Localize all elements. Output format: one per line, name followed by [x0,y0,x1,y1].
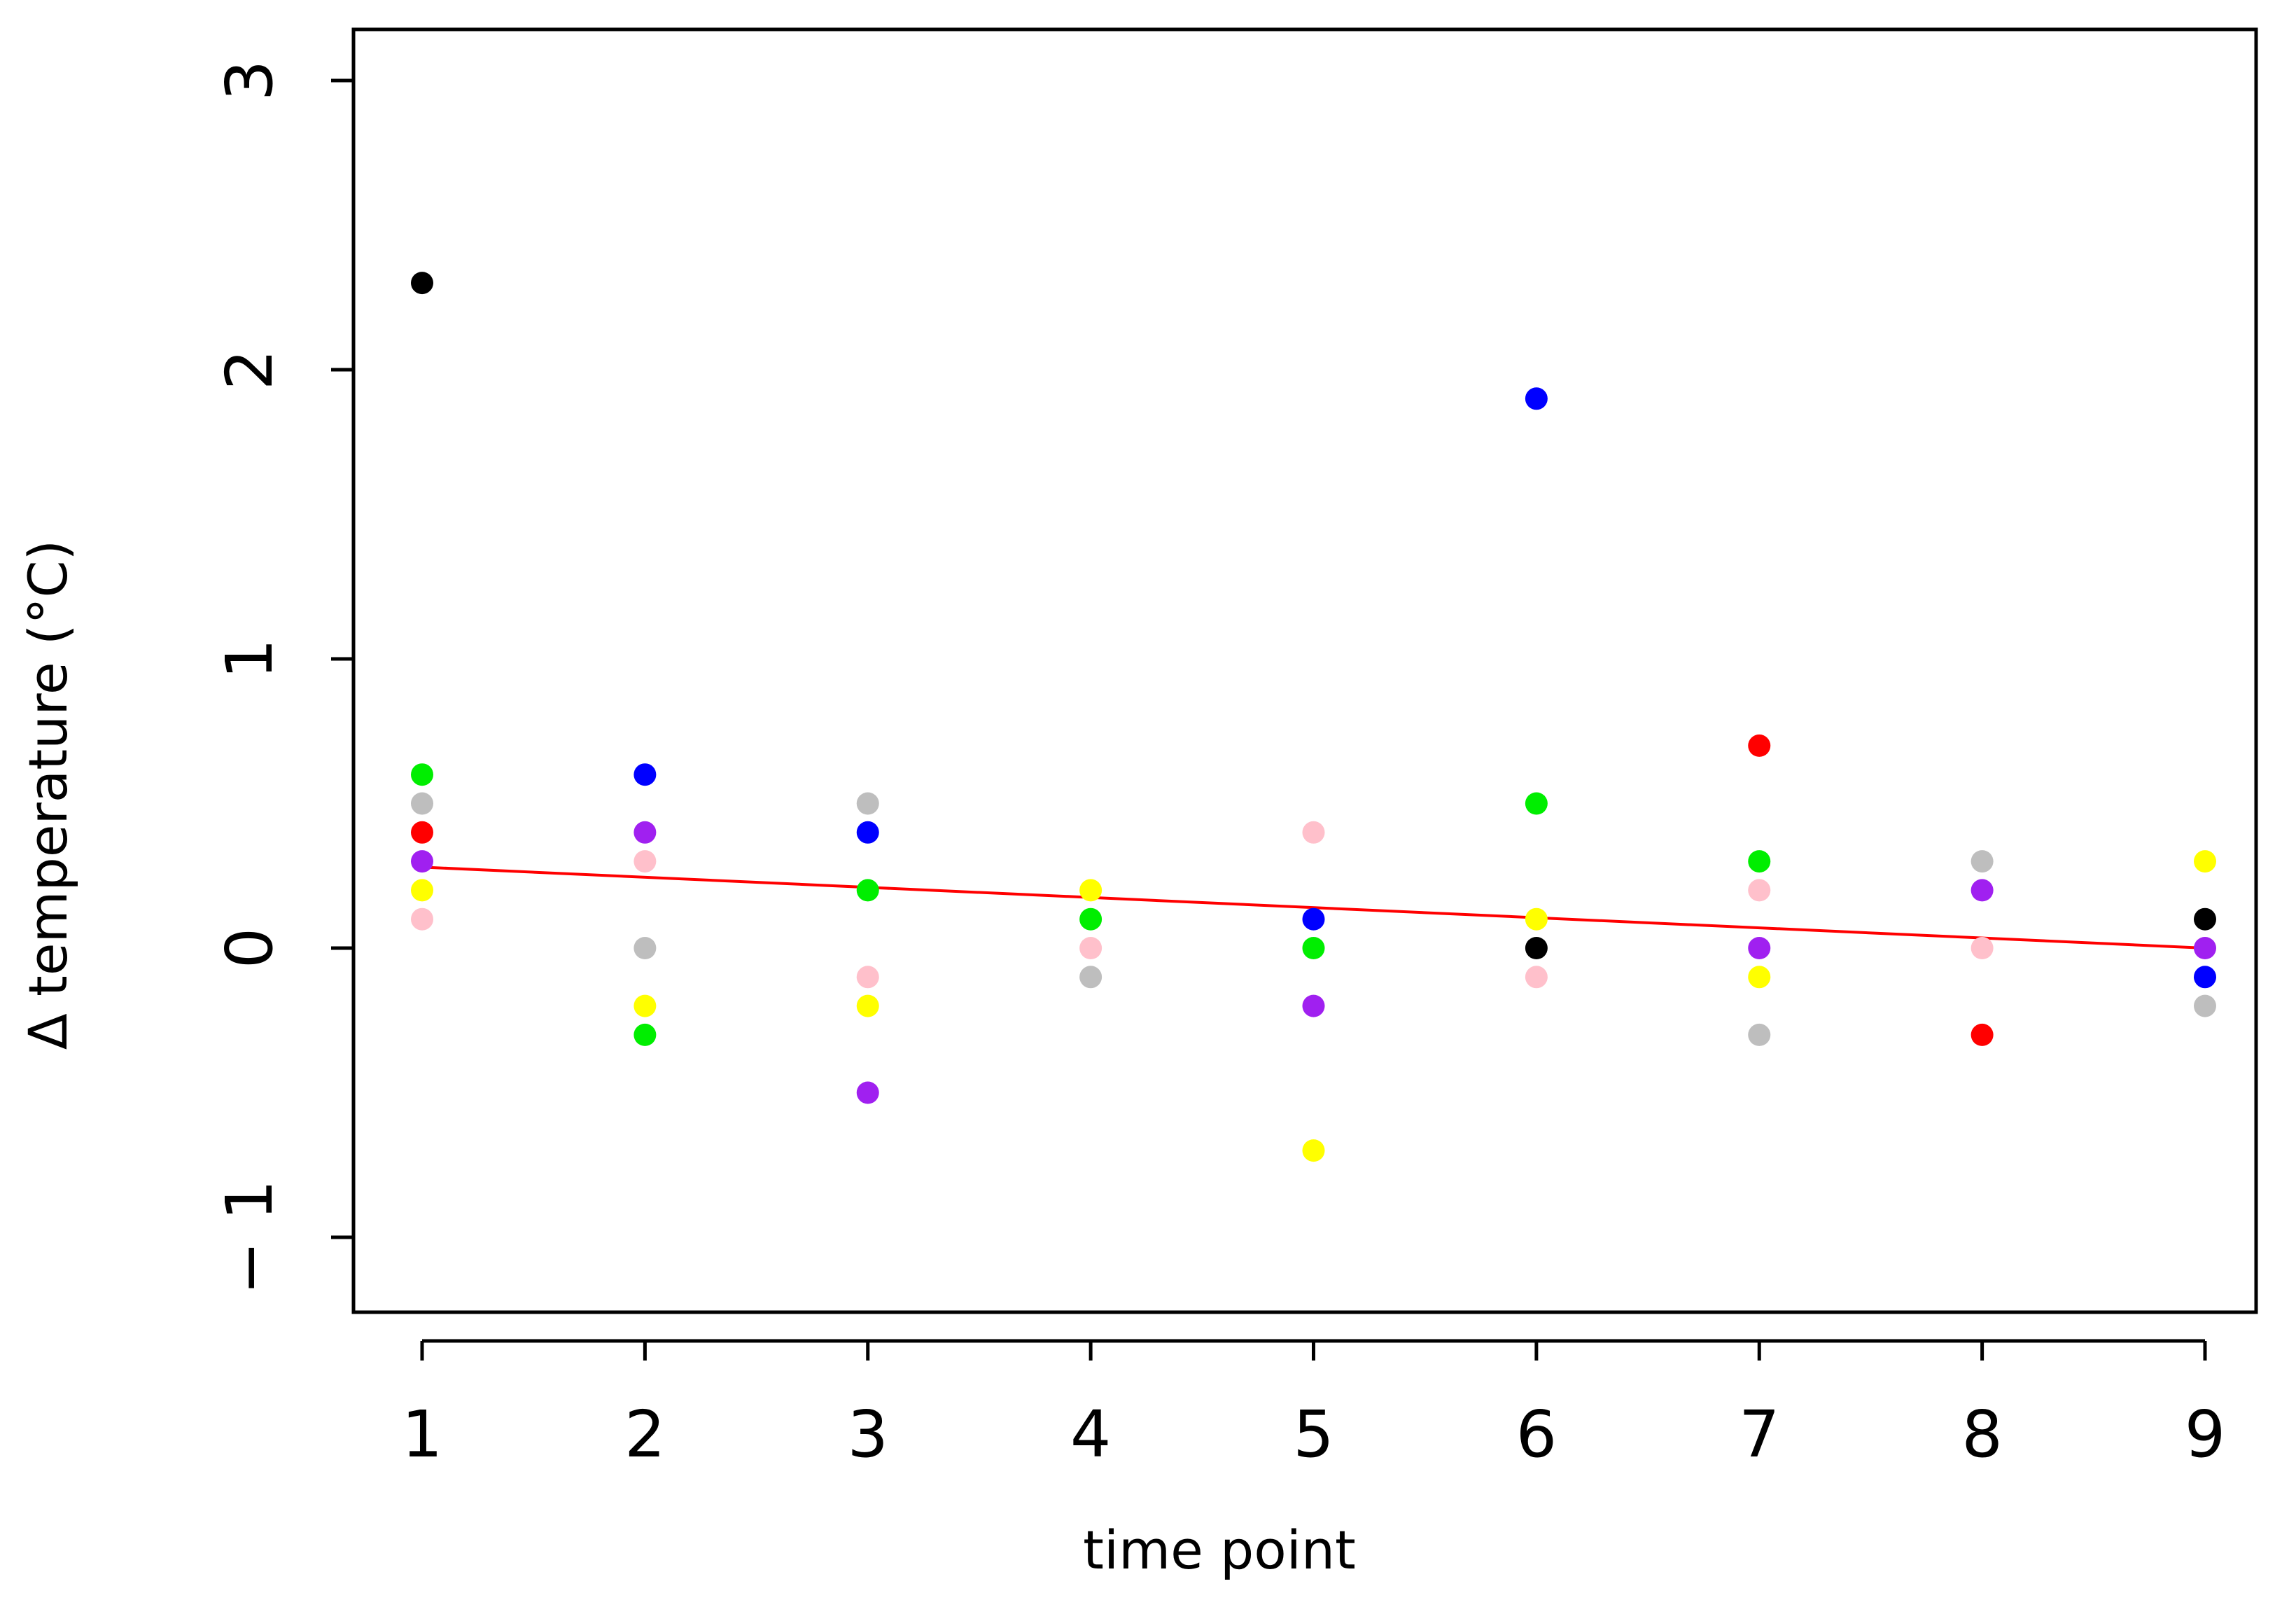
data-point [1525,966,1548,989]
data-point [1748,734,1771,757]
data-point [1525,387,1548,410]
data-point [1079,879,1102,902]
data-point [2194,850,2216,873]
y-tick-label: 3 [212,60,287,102]
x-axis: 1 2 3 4 5 6 7 8 9 [402,1339,2226,1472]
x-axis-label: time point [1083,1519,1356,1581]
data-point [411,907,433,931]
y-tick-label: − 1 [212,1180,287,1295]
data-point [1970,879,1994,902]
data-point [2194,966,2216,989]
data-point [2194,937,2216,959]
y-tick-label: 0 [212,928,287,969]
x-tick-label: 7 [1739,1397,1780,1472]
data-point [1079,966,1102,989]
plot-frame [351,27,2258,1314]
data-point [634,763,657,786]
data-point [856,966,879,989]
data-point [1525,907,1548,931]
x-tick-label: 8 [1961,1397,2003,1472]
x-tick-label: 3 [847,1397,888,1472]
data-point [1302,821,1325,844]
data-point [1748,879,1771,902]
data-point [634,994,657,1017]
y-axis-label: Δ temperature (°C) [17,540,79,1050]
data-point [411,272,433,295]
data-point [634,1023,657,1046]
x-tick-label: 5 [1293,1397,1334,1472]
data-point [2194,907,2216,931]
data-point [856,994,879,1017]
x-tick-label: 1 [402,1397,443,1472]
data-point [1970,1023,1994,1046]
trend-line-layer [421,865,2206,949]
data-point [411,763,433,786]
y-axis: − 1 0 1 2 3 [212,60,354,1295]
data-point [2194,994,2216,1017]
data-point [1748,937,1771,959]
data-point [1525,792,1548,815]
x-tick-label: 2 [624,1397,666,1472]
x-tick-label: 4 [1070,1397,1112,1472]
data-point [1302,907,1325,931]
data-point [1525,937,1548,959]
data-point [1748,966,1771,989]
y-tick-label: 2 [212,349,287,391]
data-point [411,850,433,873]
data-point [411,821,433,844]
data-point [411,792,433,815]
trend-line [421,865,2206,949]
data-point [1302,994,1325,1017]
x-tick-label: 6 [1516,1397,1558,1472]
data-point [1079,907,1102,931]
data-point [1748,1023,1771,1046]
data-point [856,1081,879,1104]
data-point [856,792,879,815]
data-point [1970,850,1994,873]
data-point [1970,937,1994,959]
data-point [634,937,657,959]
points-layer [411,272,2216,1162]
data-point [1302,937,1325,959]
data-point [1079,937,1102,959]
data-point [1302,1139,1325,1162]
data-point [856,879,879,902]
data-point [634,850,657,873]
x-tick-label: 9 [2185,1397,2226,1472]
data-point [1748,850,1771,873]
y-tick-label: 1 [212,639,287,680]
data-point [856,821,879,844]
data-point [411,879,433,902]
data-point [634,821,657,844]
